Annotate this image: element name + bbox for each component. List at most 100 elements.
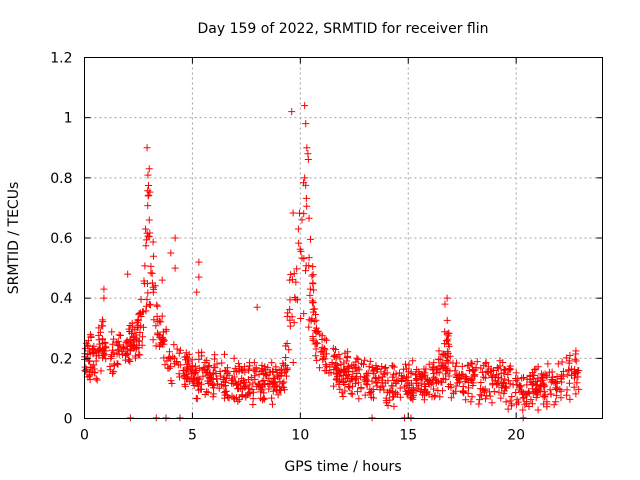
- data-point: [396, 384, 404, 392]
- data-point: [436, 355, 444, 363]
- data-point: [87, 334, 95, 342]
- y-tick-label: 0.8: [50, 171, 72, 187]
- data-point: [502, 398, 510, 406]
- data-point: [530, 371, 538, 379]
- data-point: [309, 263, 317, 271]
- data-point: [232, 394, 240, 402]
- data-point: [195, 355, 203, 363]
- data-point: [444, 335, 452, 343]
- data-point: [357, 383, 365, 391]
- data-point: [114, 342, 122, 350]
- data-point: [528, 380, 536, 388]
- data-point: [86, 357, 94, 365]
- data-point: [443, 330, 451, 338]
- data-point: [288, 276, 296, 284]
- data-point: [319, 355, 327, 363]
- data-point: [126, 337, 134, 345]
- data-point: [498, 382, 506, 390]
- data-point: [238, 391, 246, 399]
- data-point: [435, 347, 443, 355]
- data-point: [313, 340, 321, 348]
- data-point: [235, 360, 243, 368]
- data-point: [144, 171, 152, 179]
- data-point: [197, 385, 205, 393]
- data-point: [482, 360, 490, 368]
- data-point: [120, 343, 128, 351]
- data-point: [344, 352, 352, 360]
- data-point: [433, 377, 441, 385]
- data-point: [285, 346, 293, 354]
- data-point: [261, 370, 269, 378]
- data-point: [99, 318, 107, 326]
- data-point: [145, 216, 153, 224]
- data-point: [229, 375, 237, 383]
- data-point: [318, 332, 326, 340]
- data-point: [494, 377, 502, 385]
- data-point: [135, 311, 143, 319]
- data-point: [400, 414, 408, 422]
- data-point: [467, 398, 475, 406]
- data-point: [525, 389, 533, 397]
- data-point: [109, 340, 117, 348]
- data-point: [446, 380, 454, 388]
- data-point: [397, 372, 405, 380]
- data-point: [100, 285, 108, 293]
- data-point: [565, 359, 573, 367]
- data-point: [516, 386, 524, 394]
- data-point: [209, 375, 217, 383]
- data-point: [193, 288, 201, 296]
- data-point: [565, 379, 573, 387]
- data-point: [219, 376, 227, 384]
- data-point: [155, 317, 163, 325]
- data-point: [371, 374, 379, 382]
- data-point: [488, 399, 496, 407]
- data-point: [149, 238, 157, 246]
- data-point: [222, 388, 230, 396]
- data-point: [168, 379, 176, 387]
- data-point: [302, 194, 310, 202]
- data-point: [389, 362, 397, 370]
- data-point: [368, 414, 376, 422]
- data-point: [310, 308, 318, 316]
- data-point: [445, 329, 453, 337]
- data-point: [388, 382, 396, 390]
- data-point: [164, 364, 172, 372]
- x-tick-label: 20: [507, 428, 525, 444]
- data-point: [438, 378, 446, 386]
- data-point: [150, 316, 158, 324]
- data-point: [195, 349, 203, 357]
- data-point: [162, 414, 170, 422]
- data-point: [268, 377, 276, 385]
- data-point: [269, 367, 277, 375]
- data-point: [528, 400, 536, 408]
- data-point: [447, 394, 455, 402]
- data-point: [134, 317, 142, 325]
- data-point: [496, 357, 504, 365]
- data-point: [336, 385, 344, 393]
- data-point: [110, 361, 118, 369]
- data-point: [231, 364, 239, 372]
- data-point: [302, 262, 310, 270]
- data-point: [167, 377, 175, 385]
- data-point: [572, 347, 580, 355]
- data-point: [470, 371, 478, 379]
- data-point: [440, 361, 448, 369]
- y-tick-label: 1: [64, 111, 73, 127]
- data-point: [329, 344, 337, 352]
- data-point: [277, 372, 285, 380]
- data-point: [534, 388, 542, 396]
- data-point: [323, 350, 331, 358]
- data-point: [550, 401, 558, 409]
- data-point: [401, 383, 409, 391]
- data-point: [465, 367, 473, 375]
- data-point: [118, 347, 126, 355]
- data-point: [142, 302, 150, 310]
- data-point: [340, 368, 348, 376]
- data-point: [286, 322, 294, 330]
- data-point: [139, 333, 147, 341]
- data-point: [405, 361, 413, 369]
- data-point: [165, 348, 173, 356]
- data-point: [477, 392, 485, 400]
- data-point: [506, 380, 514, 388]
- data-point: [505, 364, 513, 372]
